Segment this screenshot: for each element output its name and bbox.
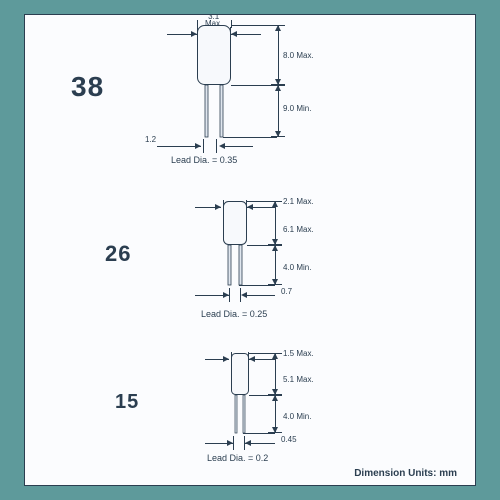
lead-len-label-38: 9.0 Min. (283, 104, 311, 113)
lead-dia-label-15: Lead Dia. = 0.2 (207, 453, 268, 463)
body-height-arrow-15 (269, 353, 281, 395)
size-label-15: 15 (115, 391, 139, 414)
lead-dia-label-38: Lead Dia. = 0.35 (171, 155, 237, 165)
ext-body-bot-38 (231, 85, 277, 86)
size-label-26: 26 (105, 241, 131, 267)
lead-len-label-26: 4.0 Min. (283, 263, 311, 272)
lead-len-arrow-15 (269, 395, 281, 433)
body-height-label-38: 8.0 Max. (283, 51, 314, 60)
ext-body-top-15 (249, 353, 275, 354)
ext-body-bot-26 (247, 245, 275, 246)
ext-body-top-26 (247, 201, 275, 202)
ext-body-bot-15 (249, 395, 275, 396)
lead-len-label-15: 4.0 Min. (283, 412, 311, 421)
body-height-label-15: 5.1 Max. (283, 375, 314, 384)
lead-len-arrow-26 (269, 245, 281, 285)
ext-width-right-38 (231, 20, 232, 28)
lead-dia-label-26: Lead Dia. = 0.25 (201, 309, 267, 319)
drawing-page: 38 3.1 Max. 8.0 Max. 9.0 Min. (24, 14, 476, 486)
width-label-15: 1.5 Max. (283, 349, 314, 358)
pitch-label-26: 0.7 (281, 287, 292, 296)
ext-body-top-38 (231, 25, 277, 26)
component-26 (223, 201, 247, 287)
component-15 (231, 353, 249, 435)
component-38 (197, 25, 231, 139)
body-height-arrow-26 (269, 201, 281, 245)
pitch-arrow-38 (157, 139, 253, 153)
ext-lead-bot-38 (223, 137, 277, 138)
pitch-arrow-26 (195, 289, 275, 301)
pitch-arrow-15 (205, 437, 275, 449)
pitch-label-38: 1.2 (145, 135, 156, 144)
size-label-38: 38 (71, 71, 104, 103)
pitch-label-15: 0.45 (281, 435, 297, 444)
width-label-26: 2.1 Max. (283, 197, 314, 206)
dimension-units-label: Dimension Units: mm (354, 468, 457, 479)
body-height-label-26: 6.1 Max. (283, 225, 314, 234)
